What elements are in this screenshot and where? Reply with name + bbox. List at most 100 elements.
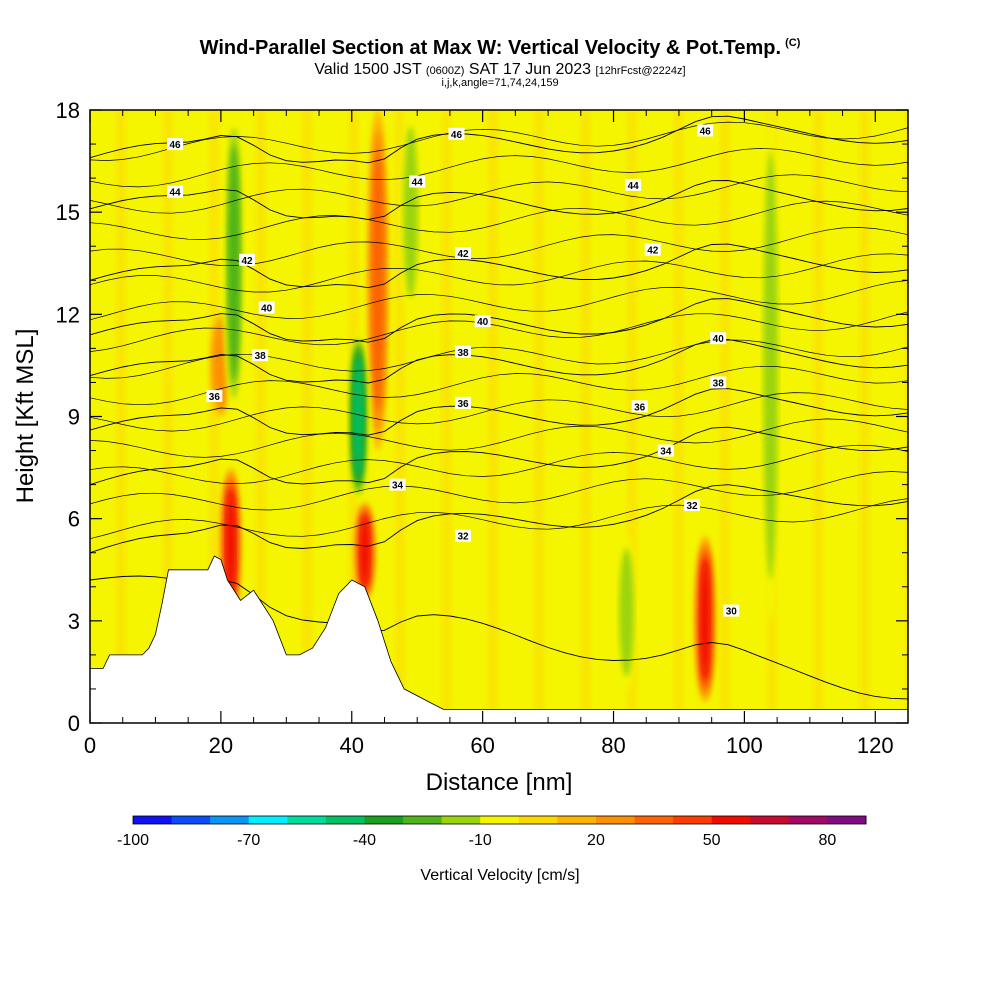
x-tick-label: 0	[84, 733, 96, 758]
colorbar-swatch	[171, 816, 211, 824]
colorbar-swatch	[210, 816, 250, 824]
valid-date: SAT 17 Jun 2023	[468, 61, 592, 78]
contour-label-bg	[644, 243, 661, 256]
contour-label: 46	[700, 126, 712, 137]
colorbar-tick-label: 50	[703, 832, 721, 849]
contour-label: 40	[713, 334, 725, 345]
contour-label: 38	[713, 378, 725, 389]
colorbar-tick-label: -100	[117, 832, 149, 849]
theta-contour-minor	[90, 200, 908, 240]
theta-contour-minor	[90, 498, 908, 540]
valid-time: Valid 1500 JST (0600Z) SAT 17 Jun 2023 […	[0, 61, 1000, 79]
x-tick-label: 40	[340, 733, 364, 758]
colorbar: -100 -70 -40 -10 20 50 80	[117, 815, 867, 849]
theta-contour	[90, 298, 908, 343]
x-tick-label: 60	[470, 733, 494, 758]
terrain	[90, 555, 908, 723]
valid-time-text: Valid 1500 JST	[314, 61, 422, 78]
colorbar-tick-label: 20	[587, 832, 605, 849]
colorbar-frame	[132, 815, 867, 825]
contour-label-bg	[389, 478, 406, 491]
contour-label: 36	[209, 392, 221, 403]
theta-contour-minor	[90, 121, 908, 161]
contour-label: 44	[170, 188, 182, 199]
field-band	[394, 110, 405, 723]
y-tick-label: 3	[68, 609, 80, 634]
contour-label-bg	[167, 138, 184, 151]
velocity-cell	[226, 489, 236, 599]
theta-contour	[90, 180, 908, 221]
field-band	[255, 110, 266, 723]
velocity-cell	[353, 356, 363, 477]
contour-label-bg	[631, 400, 648, 413]
forecast-info: [12hrFcst@2224z]	[595, 65, 686, 77]
field-band	[534, 110, 545, 723]
contour-labels: 30 32 32 34 34 36 36 36 38 38 38 40 40 40 42 42 42 44 44 44…	[167, 124, 740, 618]
contour-label-bg	[167, 185, 184, 198]
contour-label-bg	[239, 253, 256, 266]
velocity-cell	[372, 148, 384, 412]
colorbar-swatch	[441, 816, 481, 824]
chart-title: Wind-Parallel Section at Max W: Vertical…	[0, 37, 1000, 60]
field-band	[162, 110, 173, 723]
theta-contour-minor	[90, 365, 908, 406]
field-band	[441, 110, 452, 723]
contour-label: 38	[255, 351, 267, 362]
colorbar-swatch	[827, 816, 867, 824]
section-params: i,j,k,angle=71,74,24,159	[441, 77, 559, 89]
field-band	[487, 110, 498, 723]
contour-label: 42	[647, 246, 659, 257]
contour-label: 40	[477, 317, 489, 328]
velocity-cell	[700, 559, 710, 679]
colorbar-swatch	[248, 816, 288, 824]
y-axis-title: Height [Kft MSL]	[12, 329, 39, 504]
copyright-tag: (C)	[785, 37, 801, 50]
colorbar-swatch	[364, 816, 404, 824]
valid-utc: (0600Z)	[425, 65, 465, 77]
colorbar-swatch	[287, 816, 327, 824]
theta-contour-minor	[90, 339, 908, 379]
contour-label-bg	[252, 349, 269, 362]
field-band	[627, 110, 638, 723]
contour-label: 32	[686, 501, 698, 512]
theta-contour-minor	[90, 174, 908, 214]
contour-label: 44	[628, 181, 640, 192]
colorbar-tick-label: 80	[819, 832, 837, 849]
contour-label-bg	[625, 178, 642, 191]
field-band	[209, 110, 220, 723]
contour-label-bg	[258, 301, 275, 314]
contour-label-bg	[710, 332, 727, 345]
colorbar-swatch	[750, 816, 790, 824]
contour-label: 32	[457, 532, 469, 543]
contour-label-bg	[206, 390, 223, 403]
velocity-cell	[228, 145, 240, 382]
colorbar-swatch	[133, 816, 173, 824]
velocity-cell	[403, 126, 419, 298]
theta-contour-minor	[90, 253, 908, 293]
field-band	[673, 110, 684, 723]
terrain-profile	[90, 555, 908, 723]
contour-label: 34	[392, 481, 404, 492]
contour-label-bg	[455, 529, 472, 542]
theta-contour-minor	[90, 444, 908, 485]
y-tick-label: 12	[56, 302, 80, 327]
theta-contour-minor	[90, 418, 908, 458]
contour-label: 36	[634, 402, 646, 413]
field-band	[720, 110, 731, 723]
contour-label: 42	[457, 249, 469, 260]
theta-contour	[90, 484, 908, 554]
colorbar-swatch	[673, 816, 713, 824]
contour-label: 44	[412, 178, 424, 189]
contour-label: 42	[241, 256, 253, 267]
velocity-cell	[763, 150, 778, 580]
contour-label-bg	[409, 175, 426, 188]
colorbar-swatch	[634, 816, 674, 824]
colorbar-tick-label: -10	[469, 832, 492, 849]
field-band	[813, 110, 824, 723]
theta-contour-minor	[90, 471, 908, 511]
contour-label: 30	[726, 607, 738, 618]
y-tick-label: 6	[68, 507, 80, 532]
contour-label: 40	[261, 304, 273, 315]
y-tick-label: 18	[56, 98, 80, 123]
